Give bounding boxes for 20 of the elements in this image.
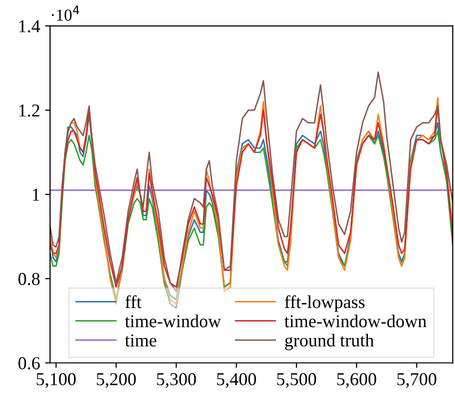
x-tick-label: 5,300 — [157, 373, 196, 388]
x-tick-label: 5,700 — [397, 373, 436, 388]
legend-label: fft-lowpass — [284, 295, 365, 312]
line-series — [50, 72, 453, 292]
x-tick-label: 5,100 — [36, 373, 76, 388]
legend-label: time-window — [124, 314, 222, 328]
legend-label: fft — [125, 295, 142, 308]
legend-label: time-window-down — [284, 314, 426, 328]
x-tick-label: 5,500 — [277, 373, 316, 388]
legend-label: time — [124, 334, 156, 347]
y-tick-label: 1.2 — [19, 104, 40, 117]
y-tick-label: 0.8 — [18, 272, 40, 286]
x-tick-label: 5,400 — [217, 373, 256, 388]
y-tick-label: 1 — [32, 188, 40, 201]
x-tick-label: 5,200 — [96, 373, 136, 388]
x-tick-label: 5,600 — [337, 373, 376, 388]
y-tick-label: 0.6 — [18, 357, 40, 370]
legend-label: ground truth — [285, 334, 374, 350]
text: ·10$^{4}$ — [52, 6, 80, 21]
y-tick-label: 1.4 — [19, 20, 40, 32]
